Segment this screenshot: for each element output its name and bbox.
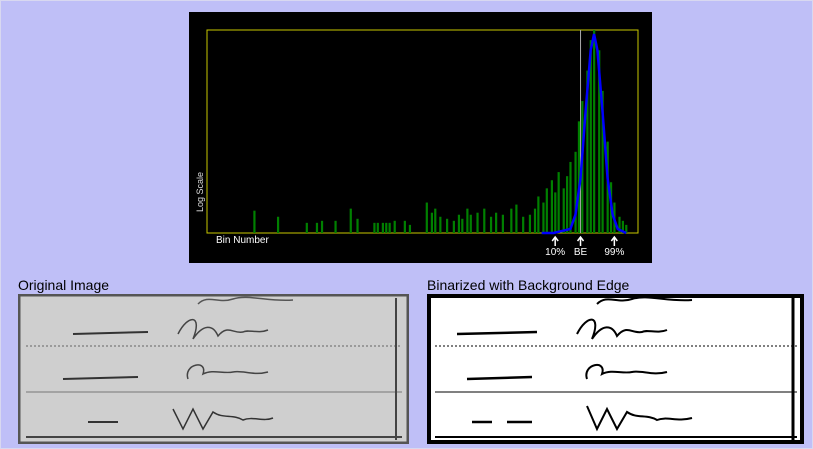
bar — [356, 219, 358, 233]
bar — [385, 223, 387, 233]
bar — [515, 205, 517, 233]
bar — [566, 176, 568, 233]
bar — [373, 223, 375, 233]
bar — [277, 217, 279, 233]
app-window: Log Scale Bin Number 10% BE 99% Original I… — [0, 0, 813, 449]
bar — [534, 209, 536, 233]
bar — [316, 223, 318, 233]
binarized-image — [427, 294, 804, 444]
bar — [529, 215, 531, 233]
original-image — [18, 294, 409, 444]
marker-label: 10% — [545, 247, 565, 258]
bar — [483, 209, 485, 233]
bar — [537, 196, 539, 233]
bar — [253, 211, 255, 233]
bar — [439, 217, 441, 233]
marker-label: 99% — [604, 247, 624, 258]
bar — [382, 223, 384, 233]
bar — [563, 188, 565, 233]
x-axis-label: Bin Number — [216, 235, 269, 246]
bar — [434, 209, 436, 233]
bar — [461, 219, 463, 233]
bar — [458, 215, 460, 233]
bar — [551, 180, 553, 233]
bar — [334, 221, 336, 233]
bar — [542, 203, 544, 233]
bar — [389, 223, 391, 233]
bar — [546, 188, 548, 233]
bar — [377, 223, 379, 233]
bar — [426, 203, 428, 233]
bar — [490, 217, 492, 233]
bar — [470, 215, 472, 233]
marker-label: BE — [574, 247, 588, 258]
bar — [522, 217, 524, 233]
bar — [495, 213, 497, 233]
bar — [502, 215, 504, 233]
bar — [453, 221, 455, 233]
bar — [476, 213, 478, 233]
bar — [558, 172, 560, 233]
bar — [446, 219, 448, 233]
histogram-panel: Log Scale Bin Number 10% BE 99% — [189, 12, 652, 263]
panel-title: Original Image — [18, 277, 109, 293]
bar — [554, 192, 556, 233]
bar — [431, 213, 433, 233]
bar — [409, 225, 411, 233]
bar — [466, 209, 468, 233]
bar — [404, 221, 406, 233]
bar — [394, 221, 396, 233]
bar — [569, 162, 571, 233]
bar — [574, 152, 576, 233]
panel-title: Binarized with Background Edge — [427, 277, 629, 293]
bar — [306, 223, 308, 233]
y-axis-label: Log Scale — [195, 172, 205, 212]
bar — [321, 221, 323, 233]
bar — [350, 209, 352, 233]
bar — [593, 30, 595, 233]
bar — [510, 209, 512, 233]
